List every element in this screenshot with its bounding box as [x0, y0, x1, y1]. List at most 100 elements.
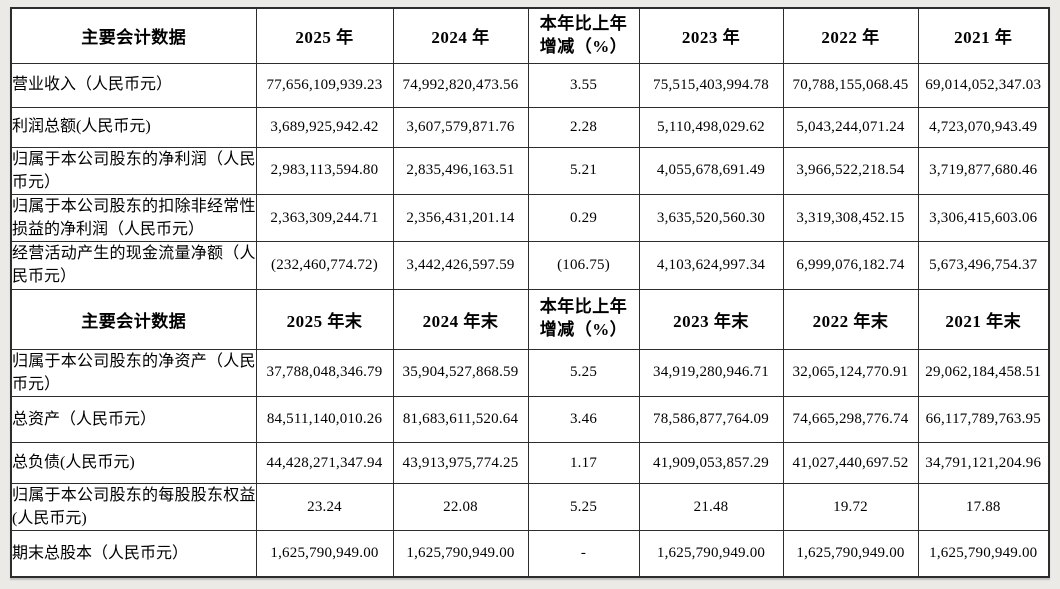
value-2025: 44,428,271,347.94 [255, 442, 394, 484]
value-2021: 69,014,052,347.03 [917, 62, 1050, 108]
col-header-2024: 2024 年 [392, 7, 529, 64]
value-2021: 1,625,790,949.00 [917, 530, 1050, 578]
value-2024: 43,913,975,774.25 [392, 442, 529, 484]
col-header-2024-end: 2024 年末 [392, 288, 529, 350]
table-row-total-profit: 利润总额(人民币元) 3,689,925,942.42 3,607,579,87… [10, 106, 1050, 148]
value-2023: 5,110,498,029.62 [638, 106, 784, 148]
col-header-2023: 2023 年 [638, 7, 784, 64]
metric-label: 营业收入（人民币元） [10, 62, 257, 108]
value-2021: 4,723,070,943.49 [917, 106, 1050, 148]
value-2025: 84,511,140,010.26 [255, 396, 394, 443]
yoy-header-line2: 增减（%） [539, 36, 628, 56]
col-header-metric: 主要会计数据 [10, 7, 257, 64]
table-row-total-assets: 总资产（人民币元） 84,511,140,010.26 81,683,611,5… [10, 396, 1050, 443]
value-2023: 21.48 [638, 482, 784, 532]
value-2024: 1,625,790,949.00 [392, 530, 529, 578]
value-2024: 35,904,527,868.59 [392, 348, 529, 398]
value-yoy: - [527, 530, 640, 578]
value-yoy: (106.75) [527, 241, 640, 290]
table-row-net-profit-excl-nonrecurring: 归属于本公司股东的扣除非经常性损益的净利润（人民币元） 2,363,309,24… [10, 193, 1050, 243]
value-2024: 2,835,496,163.51 [392, 146, 529, 195]
value-2021: 17.88 [917, 482, 1050, 532]
metric-label: 归属于本公司股东的净利润（人民币元） [10, 146, 257, 195]
metric-label: 归属于本公司股东的净资产（人民币元） [10, 348, 257, 398]
value-yoy: 1.17 [527, 442, 640, 484]
value-2023: 1,625,790,949.00 [638, 530, 784, 578]
value-2023: 34,919,280,946.71 [638, 348, 784, 398]
table-row-operating-cash-flow: 经营活动产生的现金流量净额（人民币元） (232,460,774.72) 3,4… [10, 241, 1050, 290]
value-2024: 2,356,431,201.14 [392, 193, 529, 243]
metric-label: 总资产（人民币元） [10, 396, 257, 443]
value-2023: 41,909,053,857.29 [638, 442, 784, 484]
value-2023: 4,103,624,997.34 [638, 241, 784, 290]
value-2022: 32,065,124,770.91 [782, 348, 919, 398]
value-2023: 75,515,403,994.78 [638, 62, 784, 108]
col-header-yoy-change: 本年比上年 增减（%） [527, 7, 640, 64]
value-2021: 3,719,877,680.46 [917, 146, 1050, 195]
value-2025: 23.24 [255, 482, 394, 532]
value-2025: 2,363,309,244.71 [255, 193, 394, 243]
value-2022: 3,319,308,452.15 [782, 193, 919, 243]
value-2024: 81,683,611,520.64 [392, 396, 529, 443]
value-2025: 37,788,048,346.79 [255, 348, 394, 398]
col-header-metric: 主要会计数据 [10, 288, 257, 350]
value-2024: 74,992,820,473.56 [392, 62, 529, 108]
value-yoy: 5.21 [527, 146, 640, 195]
value-2021: 5,673,496,754.37 [917, 241, 1050, 290]
col-header-2021-end: 2021 年末 [917, 288, 1050, 350]
section1-header-row: 主要会计数据 2025 年 2024 年 本年比上年 增减（%） 2023 年 … [10, 7, 1050, 64]
col-header-2022-end: 2022 年末 [782, 288, 919, 350]
col-header-2022: 2022 年 [782, 7, 919, 64]
value-yoy: 3.46 [527, 396, 640, 443]
value-2022: 70,788,155,068.45 [782, 62, 919, 108]
table-row-total-liabilities: 总负债(人民币元) 44,428,271,347.94 43,913,975,7… [10, 442, 1050, 484]
metric-label: 归属于本公司股东的每股股东权益(人民币元) [10, 482, 257, 532]
value-2022: 1,625,790,949.00 [782, 530, 919, 578]
value-2022: 5,043,244,071.24 [782, 106, 919, 148]
value-2023: 78,586,877,764.09 [638, 396, 784, 443]
value-yoy: 3.55 [527, 62, 640, 108]
metric-label: 归属于本公司股东的扣除非经常性损益的净利润（人民币元） [10, 193, 257, 243]
value-2021: 66,117,789,763.95 [917, 396, 1050, 443]
value-2025: 2,983,113,594.80 [255, 146, 394, 195]
table-row-net-profit: 归属于本公司股东的净利润（人民币元） 2,983,113,594.80 2,83… [10, 146, 1050, 195]
metric-label: 经营活动产生的现金流量净额（人民币元） [10, 241, 257, 290]
col-header-2025-end: 2025 年末 [255, 288, 394, 350]
value-yoy: 5.25 [527, 348, 640, 398]
value-2025: (232,460,774.72) [255, 241, 394, 290]
value-2024: 22.08 [392, 482, 529, 532]
col-header-2021: 2021 年 [917, 7, 1050, 64]
col-header-2025: 2025 年 [255, 7, 394, 64]
value-2025: 1,625,790,949.00 [255, 530, 394, 578]
value-2024: 3,607,579,871.76 [392, 106, 529, 148]
value-2021: 34,791,121,204.96 [917, 442, 1050, 484]
value-yoy: 2.28 [527, 106, 640, 148]
metric-label: 利润总额(人民币元) [10, 106, 257, 148]
value-yoy: 5.25 [527, 482, 640, 532]
table-row-total-share-capital: 期末总股本（人民币元） 1,625,790,949.00 1,625,790,9… [10, 530, 1050, 578]
table-row-revenue: 营业收入（人民币元） 77,656,109,939.23 74,992,820,… [10, 62, 1050, 108]
col-header-2023-end: 2023 年末 [638, 288, 784, 350]
table-row-equity-per-share: 归属于本公司股东的每股股东权益(人民币元) 23.24 22.08 5.25 2… [10, 482, 1050, 532]
value-2022: 74,665,298,776.74 [782, 396, 919, 443]
financial-summary-table: 主要会计数据 2025 年 2024 年 本年比上年 增减（%） 2023 年 … [10, 7, 1050, 578]
value-2022: 19.72 [782, 482, 919, 532]
value-yoy: 0.29 [527, 193, 640, 243]
metric-label: 期末总股本（人民币元） [10, 530, 257, 578]
value-2021: 29,062,184,458.51 [917, 348, 1050, 398]
value-2022: 41,027,440,697.52 [782, 442, 919, 484]
section2-header-row: 主要会计数据 2025 年末 2024 年末 本年比上年 增减（%） 2023 … [10, 288, 1050, 350]
value-2023: 3,635,520,560.30 [638, 193, 784, 243]
value-2023: 4,055,678,691.49 [638, 146, 784, 195]
metric-label: 总负债(人民币元) [10, 442, 257, 484]
value-2025: 77,656,109,939.23 [255, 62, 394, 108]
value-2022: 6,999,076,182.74 [782, 241, 919, 290]
table-row-net-assets: 归属于本公司股东的净资产（人民币元） 37,788,048,346.79 35,… [10, 348, 1050, 398]
yoy-header-line1: 本年比上年 [539, 297, 628, 317]
value-2021: 3,306,415,603.06 [917, 193, 1050, 243]
yoy-header-line2: 增减（%） [539, 320, 628, 340]
value-2022: 3,966,522,218.54 [782, 146, 919, 195]
value-2025: 3,689,925,942.42 [255, 106, 394, 148]
col-header-yoy-change: 本年比上年 增减（%） [527, 288, 640, 350]
value-2024: 3,442,426,597.59 [392, 241, 529, 290]
